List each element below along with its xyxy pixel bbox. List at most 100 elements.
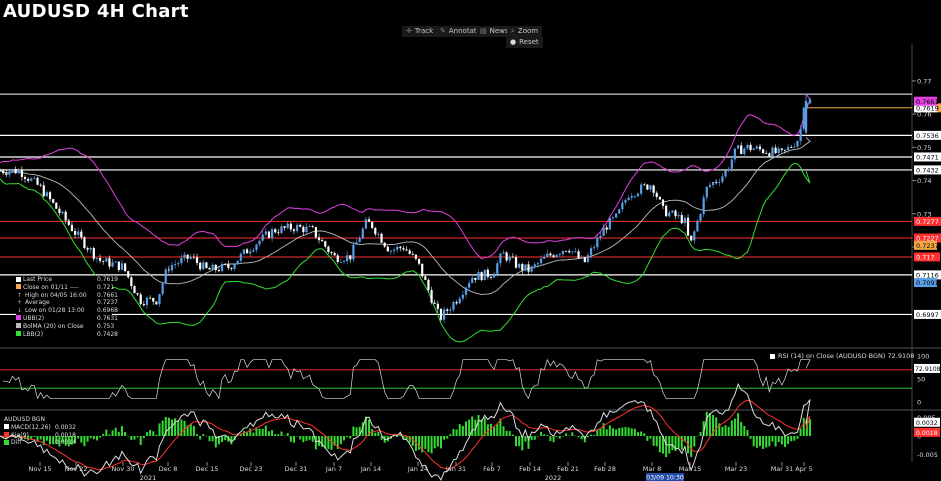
candle-body (480, 272, 483, 281)
candle-body (374, 227, 377, 235)
macd-histogram-bar (796, 436, 799, 439)
reference-line-tag (914, 152, 941, 162)
candle-body (277, 232, 280, 234)
macd-histogram-bar (396, 436, 399, 437)
macd-histogram-bar (42, 436, 45, 446)
macd-histogram-bar (145, 432, 148, 436)
macd-histogram-bar (271, 429, 274, 436)
candle-body (661, 199, 665, 206)
reset-button[interactable]: ● Reset (506, 37, 543, 48)
macd-histogram-bar (627, 427, 630, 436)
legend-value: 0.753 (97, 322, 115, 330)
macd-histogram-bar (402, 436, 405, 440)
legend-swatch (16, 284, 21, 290)
macd-histogram-bar (283, 435, 286, 437)
macd-histogram-bar (527, 436, 530, 449)
reference-line-tag (914, 130, 941, 140)
zoom-button[interactable]: ⌕ Zoom (507, 26, 543, 37)
track-button[interactable]: ✛ Track (402, 26, 438, 37)
candle-body (64, 211, 67, 221)
news-button[interactable]: ▤ News (476, 26, 513, 37)
candle-body (98, 257, 102, 261)
legend-label: Low on 01/28 13:00 (25, 307, 85, 315)
macd-histogram-bar (490, 423, 493, 436)
candle-body (802, 107, 805, 129)
macd-histogram-bar (39, 436, 42, 440)
candle-body (630, 196, 633, 198)
macd-histogram-bar (183, 420, 186, 436)
candle-body (352, 244, 355, 260)
annotate-button[interactable]: ✎ Annotate (436, 26, 485, 37)
macd-histogram-bar (111, 430, 114, 436)
candle-body (474, 277, 477, 280)
candle-body (20, 169, 23, 178)
candle-body (30, 178, 33, 181)
candle-body (102, 260, 105, 262)
candle-body (539, 258, 543, 264)
candle-body (33, 177, 36, 179)
candle-body (161, 283, 164, 294)
macd-histogram-bar (499, 418, 502, 436)
candle-body (48, 192, 52, 200)
candle-body (367, 219, 371, 222)
reference-line-tag-label: 0.7471 (916, 154, 939, 162)
price-tag (914, 278, 937, 288)
candle-body (52, 199, 55, 203)
macd-histogram-bar (549, 436, 552, 442)
macd-histogram-bar (139, 436, 142, 445)
candle-body (546, 253, 549, 257)
macd-histogram-bar (771, 436, 774, 442)
macd-histogram-bar (171, 419, 174, 436)
candle-body (133, 286, 136, 294)
cursor-date-tag (646, 473, 684, 481)
candle-body (533, 264, 536, 267)
candle-body (324, 241, 327, 247)
macd-histogram-bar (339, 436, 342, 445)
macd-histogram-bar (658, 436, 661, 453)
candle-body (346, 255, 349, 262)
macd-histogram-bar (737, 413, 740, 436)
candle-body (608, 218, 611, 230)
last-price-tag (914, 103, 937, 113)
candle-body (596, 237, 599, 248)
x-tick-label: Feb 14 (519, 465, 541, 473)
macd-histogram-bar (780, 436, 783, 445)
macd-last-tag-label: 0.0018 (916, 430, 938, 437)
x-tick-label: Mar 23 (725, 465, 748, 473)
candle-body (505, 252, 508, 261)
macd-histogram-bar (236, 435, 239, 436)
macd-histogram-bar (652, 436, 655, 446)
candle-body (571, 251, 574, 253)
macd-histogram-bar (211, 436, 214, 442)
candle-body (8, 171, 11, 175)
candle-body (192, 256, 195, 258)
macd-histogram-bar (333, 436, 336, 446)
candle-body (680, 215, 683, 224)
macd-histogram-bar (149, 429, 152, 436)
x-tick-label: Dec 15 (196, 465, 219, 473)
x-tick-label: Dec 23 (240, 465, 263, 473)
macd-tick-label: -0.005 (917, 451, 938, 459)
candle-body (36, 177, 39, 185)
candle-body (436, 303, 439, 310)
macd-histogram-bar (327, 436, 330, 450)
candle-body (477, 272, 480, 280)
candle-body (468, 282, 471, 288)
year-label: 2022 (545, 474, 562, 481)
candle-body (14, 169, 17, 174)
candle-body (558, 254, 561, 255)
bollinger-moving-average (0, 137, 811, 295)
macd-histogram-bar (311, 436, 314, 442)
candle-body (77, 231, 80, 235)
macd-histogram-bar (721, 426, 724, 436)
candle-body (255, 244, 258, 250)
candle-body (127, 271, 130, 278)
candle-body (83, 237, 86, 248)
macd-histogram-bar (593, 434, 596, 436)
macd-histogram-bar (783, 436, 786, 448)
candle-body (11, 169, 14, 172)
candle-body (405, 249, 408, 251)
candle-body (574, 251, 577, 253)
chart-title: AUDUSD 4H Chart (3, 1, 189, 22)
